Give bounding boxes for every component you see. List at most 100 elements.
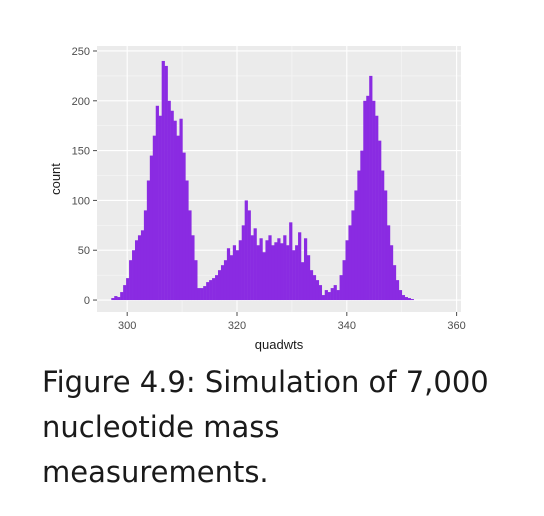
- histogram-bar: [185, 180, 189, 301]
- histogram-bar: [381, 170, 385, 301]
- histogram-bar: [191, 235, 195, 301]
- histogram-bar: [333, 285, 337, 301]
- histogram-bar: [292, 250, 296, 301]
- histogram-bar: [395, 280, 400, 301]
- histogram-bar: [129, 260, 133, 301]
- histogram-bar: [366, 95, 370, 301]
- histogram-bar: [170, 110, 174, 301]
- histogram-bar: [218, 270, 222, 301]
- histogram-bar: [407, 298, 411, 301]
- histogram-bar: [238, 240, 242, 301]
- histogram-bar: [345, 240, 349, 301]
- histogram-bar: [348, 225, 352, 301]
- x-tick-label: 300: [118, 320, 136, 332]
- histogram-bar: [152, 135, 156, 301]
- histogram-bar: [117, 297, 121, 301]
- histogram-bar: [146, 180, 151, 301]
- histogram-bar: [241, 225, 245, 301]
- histogram-bar: [164, 65, 168, 301]
- histogram-bar: [295, 245, 299, 301]
- histogram-bar: [354, 190, 358, 301]
- histogram-bar: [312, 275, 317, 301]
- histogram-chart: 0 50 100 150 200 250 300 320 340 360 quadwts cou…: [48, 46, 466, 352]
- y-tick-label: 50: [78, 245, 90, 257]
- histogram-bar: [220, 265, 225, 301]
- histogram-bar: [389, 245, 394, 301]
- histogram-bar: [286, 245, 290, 301]
- histogram-bar: [114, 296, 118, 301]
- y-axis: 0 50 100 150 200 250: [72, 46, 97, 307]
- histogram-bar: [200, 288, 204, 301]
- histogram-bar: [378, 140, 382, 301]
- histogram-bar: [120, 292, 124, 301]
- x-tick-label: 360: [447, 320, 465, 332]
- histogram-bar: [226, 248, 231, 301]
- x-tick-label: 340: [338, 320, 356, 332]
- x-tick-label: 320: [228, 320, 246, 332]
- histogram-bar: [176, 135, 180, 301]
- y-tick-label: 150: [72, 146, 90, 158]
- histogram-bar: [232, 245, 237, 301]
- histogram-bars: [111, 60, 414, 301]
- histogram-bar: [271, 245, 275, 301]
- histogram-bar: [250, 235, 254, 301]
- histogram-bar: [161, 60, 165, 301]
- histogram-bar: [265, 240, 269, 301]
- histogram-bar: [315, 280, 320, 301]
- histogram-bar: [155, 105, 159, 301]
- histogram-bar: [392, 265, 397, 301]
- histogram-bar: [197, 288, 201, 301]
- histogram-bar: [194, 260, 198, 301]
- histogram-bar: [203, 286, 207, 301]
- figure-caption: Figure 4.9: Simulation of 7,000 nucleoti…: [42, 365, 489, 489]
- histogram-bar: [321, 295, 325, 301]
- histogram-bar: [143, 210, 148, 301]
- histogram-bar: [253, 228, 257, 301]
- histogram-bar: [179, 118, 183, 301]
- histogram-bar: [140, 230, 145, 301]
- histogram-bar: [134, 240, 139, 301]
- histogram-bar: [298, 232, 302, 301]
- histogram-bar: [336, 290, 340, 301]
- histogram-bar: [149, 155, 154, 301]
- y-axis-title: count: [48, 163, 63, 195]
- histogram-bar: [274, 242, 278, 301]
- histogram-bar: [324, 290, 328, 301]
- histogram-bar: [360, 150, 364, 301]
- histogram-bar: [306, 255, 311, 301]
- histogram-bar: [363, 100, 367, 301]
- histogram-bar: [167, 100, 171, 301]
- histogram-bar: [384, 190, 388, 301]
- histogram-bar: [262, 252, 266, 301]
- histogram-bar: [188, 210, 192, 301]
- histogram-bar: [268, 235, 272, 301]
- histogram-bar: [351, 210, 355, 301]
- histogram-bar: [327, 292, 331, 301]
- histogram-bar: [137, 235, 142, 301]
- histogram-bar: [375, 115, 379, 301]
- histogram-bar: [357, 170, 361, 301]
- histogram-bar: [342, 260, 346, 301]
- histogram-bar: [126, 278, 130, 301]
- histogram-bar: [206, 282, 210, 301]
- histogram-bar: [209, 280, 213, 301]
- y-tick-label: 250: [72, 46, 90, 58]
- histogram-bar: [158, 115, 162, 301]
- histogram-bar: [386, 225, 391, 301]
- histogram-bar: [401, 295, 406, 301]
- histogram-bar: [339, 275, 343, 301]
- histogram-bar: [289, 222, 293, 301]
- histogram-bar: [303, 238, 308, 301]
- histogram-bar: [215, 275, 219, 301]
- histogram-bar: [277, 238, 281, 301]
- histogram-bar: [404, 297, 408, 301]
- y-tick-label: 100: [72, 195, 90, 207]
- histogram-bar: [182, 152, 186, 301]
- histogram-bar: [132, 250, 136, 301]
- histogram-bar: [212, 278, 216, 301]
- histogram-bar: [247, 210, 251, 301]
- histogram-bar: [259, 238, 263, 301]
- histogram-bar: [283, 235, 287, 301]
- x-axis-title: quadwts: [255, 337, 304, 352]
